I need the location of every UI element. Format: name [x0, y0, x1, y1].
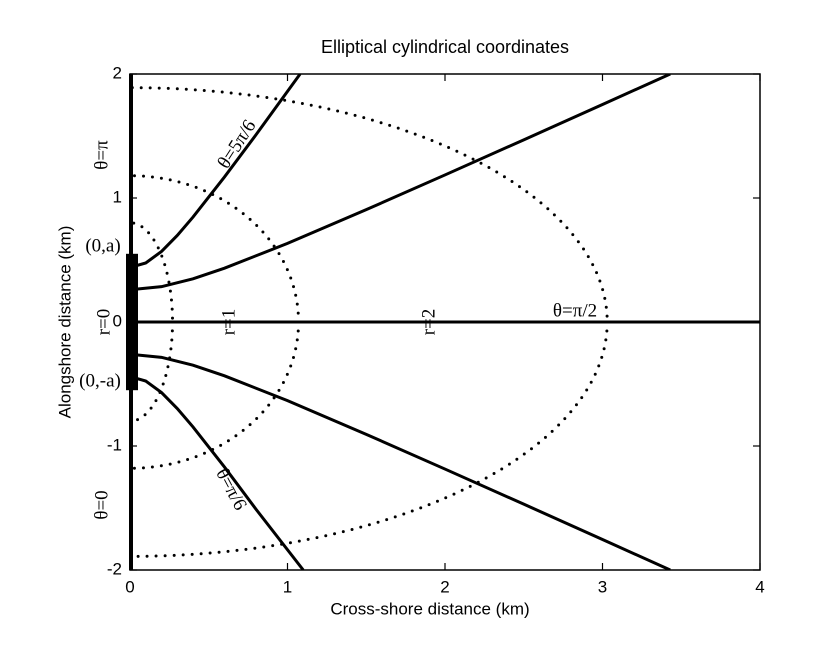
annotation: r=2	[418, 309, 439, 336]
hyperbola-line	[130, 74, 302, 269]
x-tick-label: 4	[755, 577, 764, 596]
y-tick-label: 2	[113, 63, 122, 82]
annotation: θ=π/2	[553, 300, 597, 321]
plot-area	[130, 74, 760, 570]
annotation: r=1	[218, 309, 239, 336]
x-tick-label: 3	[598, 577, 607, 596]
chart-title: Elliptical cylindrical coordinates	[321, 37, 569, 57]
y-tick-label: -1	[107, 435, 122, 454]
x-tick-label: 2	[440, 577, 449, 596]
y-axis-label: Alongshore distance (km)	[55, 226, 74, 419]
y-tick-label: -2	[107, 559, 122, 578]
hyperbola-line	[130, 352, 671, 570]
x-tick-label: 1	[283, 577, 292, 596]
y-tick-label: 0	[113, 311, 122, 330]
x-tick-label: 0	[125, 577, 134, 596]
x-axis-label: Cross-shore distance (km)	[330, 599, 529, 618]
y-tick-label: 1	[113, 187, 122, 206]
annotation: (0,a)	[85, 235, 120, 256]
hyperbola-line	[130, 74, 671, 292]
hyperbola-line	[130, 375, 305, 570]
strip	[126, 253, 138, 391]
annotation: (0,-a)	[79, 370, 121, 391]
annotation: θ=π	[91, 140, 112, 170]
annotation: r=0	[93, 309, 114, 336]
annotation: θ=0	[91, 490, 112, 519]
